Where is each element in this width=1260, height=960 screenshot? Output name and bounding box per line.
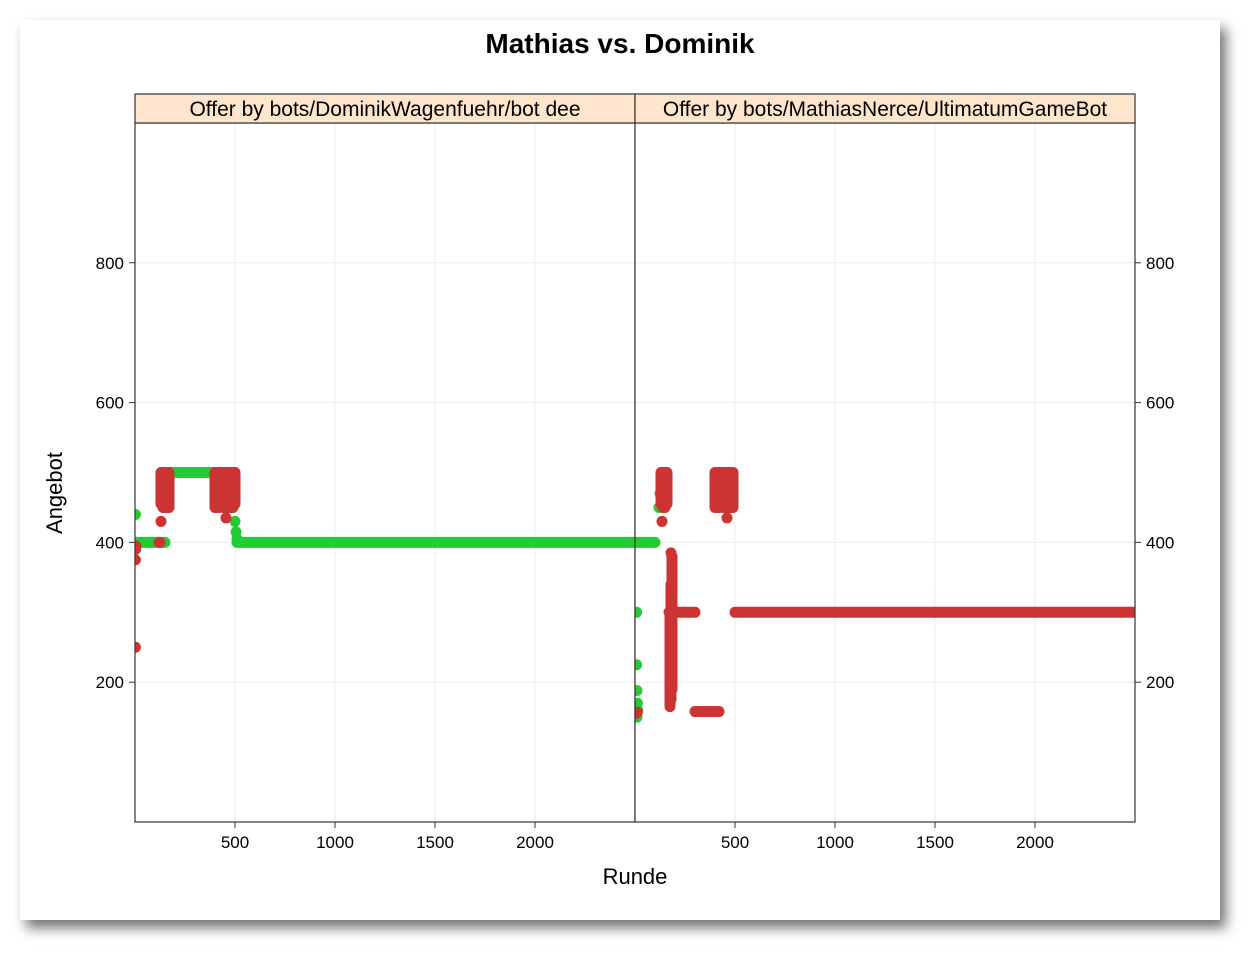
chart-title: Mathias vs. Dominik: [485, 28, 755, 59]
data-point: [635, 659, 643, 671]
x-tick-label: 1000: [816, 833, 854, 852]
data-point: [162, 480, 174, 492]
strip-box: [134, 93, 636, 124]
data-point: [635, 685, 643, 697]
data-point: [665, 547, 677, 559]
data-point: [231, 533, 243, 545]
y-tick-label: 600: [96, 394, 124, 413]
strip-box: [634, 93, 1136, 124]
data-point: [155, 515, 167, 527]
panels-group: Offer by bots/DominikWagenfuehr/bot dee 5…: [96, 93, 1174, 852]
data-point: [135, 540, 142, 552]
y-axis-label: Angebot: [42, 452, 67, 534]
x-tick-label: 500: [721, 833, 749, 852]
data-point: [656, 515, 668, 527]
strip-label: Offer by bots/DominikWagenfuehr/bot dee: [189, 98, 580, 121]
y-tick-label: 800: [96, 254, 124, 273]
chart-card: Mathias vs. Dominik Angebot Runde Offer …: [20, 20, 1220, 920]
chart-figure: Mathias vs. Dominik Angebot Runde Offer …: [42, 28, 1174, 889]
data-point: [721, 512, 733, 524]
x-tick-label: 1500: [416, 833, 454, 852]
y-tick-label-right: 800: [1146, 254, 1174, 273]
x-axis-label: Runde: [603, 864, 668, 889]
y-tick-label-right: 600: [1146, 394, 1174, 413]
x-tick-label: 1000: [316, 833, 354, 852]
data-point: [220, 512, 232, 524]
data-point: [635, 606, 643, 618]
data-point: [229, 515, 241, 527]
x-tick-label: 2000: [1016, 833, 1054, 852]
x-tick-label: 1500: [916, 833, 954, 852]
x-tick-label: 500: [221, 833, 249, 852]
data-point: [154, 536, 166, 548]
y-tick-label-right: 400: [1146, 533, 1174, 552]
data-point: [135, 641, 141, 653]
y-tick-label: 200: [96, 673, 124, 692]
data-point: [135, 508, 141, 520]
strip-label: Offer by bots/MathiasNerce/UltimatumGame…: [663, 98, 1107, 121]
data-point: [221, 484, 233, 496]
y-tick-label-right: 200: [1146, 673, 1174, 692]
data-point: [635, 706, 643, 718]
x-tick-label: 2000: [516, 833, 554, 852]
y-tick-label: 400: [96, 533, 124, 552]
data-point: [135, 554, 141, 566]
